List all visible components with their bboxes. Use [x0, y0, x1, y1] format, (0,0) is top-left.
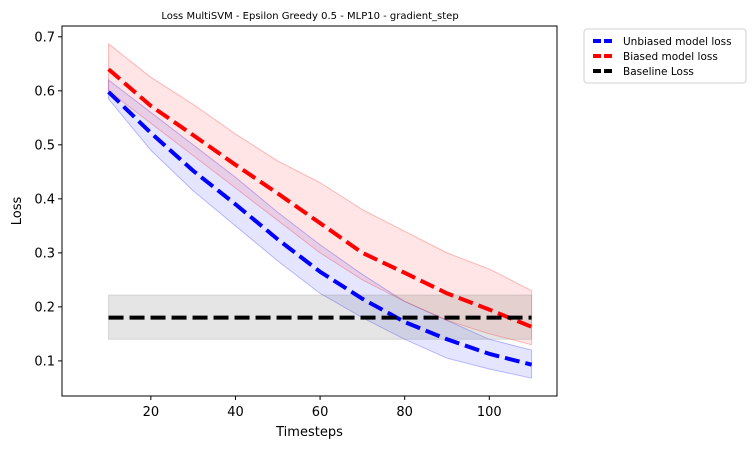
legend-frame — [583, 28, 747, 84]
x-tick-label: 80 — [396, 405, 413, 420]
y-tick-label: 0.2 — [34, 300, 55, 315]
x-tick-label: 20 — [143, 405, 160, 420]
x-tick-label: 100 — [477, 405, 502, 420]
y-tick-label: 0.1 — [34, 354, 55, 369]
y-tick-label: 0.3 — [34, 246, 55, 261]
y-tick-label: 0.7 — [34, 30, 55, 45]
y-tick-label: 0.4 — [34, 192, 55, 207]
x-axis-label: Timesteps — [275, 425, 343, 440]
y-axis-label: Loss — [10, 197, 25, 226]
x-tick-label: 60 — [312, 405, 329, 420]
confidence-bands — [108, 42, 533, 379]
biased-model-loss-line — [107, 67, 533, 329]
y-axis: 0.1 0.2 0.3 0.4 0.5 0.6 0.7 — [34, 30, 62, 369]
baseline-loss-legend-label: Baseline Loss — [623, 66, 694, 78]
legend: Unbiased model loss Biased model loss Base… — [583, 28, 747, 84]
series-lines — [107, 67, 533, 367]
y-tick-label: 0.6 — [34, 84, 55, 99]
biased-model-loss-band — [108, 42, 533, 346]
x-axis: 20 40 60 80 100 — [143, 396, 502, 420]
chart-title: Loss MultiSVM - Epsilon Greedy 0.5 - MLP… — [161, 11, 458, 22]
x-tick-label: 40 — [227, 405, 244, 420]
plot-frame — [61, 25, 558, 397]
unbiased-model-loss-legend-label: Unbiased model loss — [623, 36, 732, 48]
unbiased-model-loss-band — [108, 78, 533, 379]
y-tick-label: 0.5 — [34, 138, 55, 153]
unbiased-model-loss-line — [107, 90, 533, 367]
biased-model-loss-legend-label: Biased model loss — [623, 51, 718, 63]
